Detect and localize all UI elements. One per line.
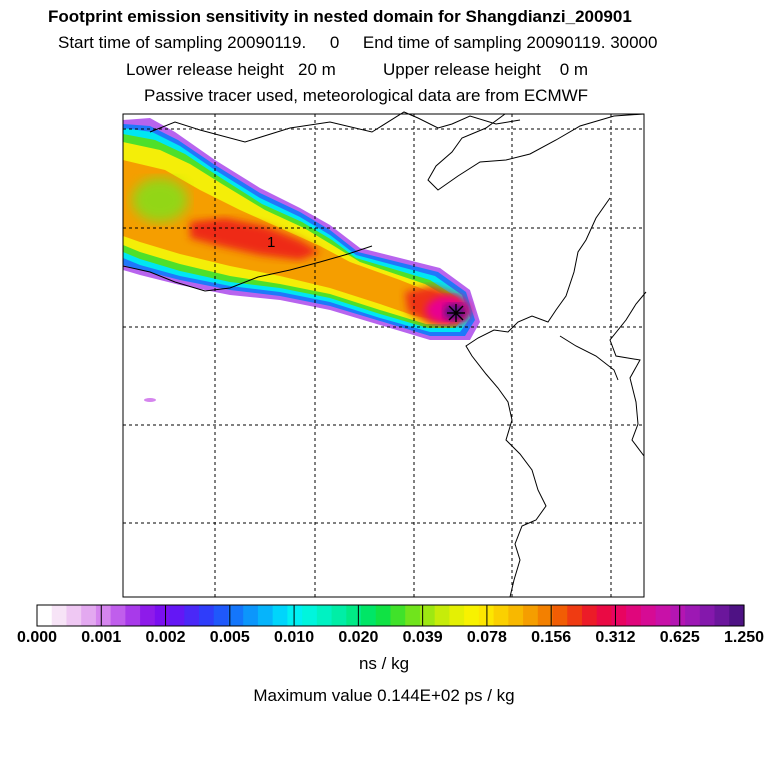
plot-title: Footprint emission sensitivity in nested…: [48, 7, 632, 26]
colorbar-tick-label: 0.625: [659, 629, 700, 646]
plume-field: [123, 118, 480, 402]
colorbar-tick-label: 0.010: [274, 629, 315, 646]
colorbar-tick-label: 0.020: [338, 629, 379, 646]
map-frame: [122, 113, 645, 598]
release-height-line: Lower release height 20 m Upper release …: [126, 60, 589, 79]
colorbar-tick-label: 0.001: [81, 629, 122, 646]
coastline-peninsula: [465, 197, 611, 598]
footprint-map: 1: [122, 111, 647, 598]
coastline: [122, 111, 647, 598]
contour-label: 1: [267, 234, 275, 251]
colorbar-tick-label: 0.002: [145, 629, 186, 646]
colorbar-tick-label: 0.078: [466, 629, 507, 646]
coastline-korea: [609, 291, 647, 457]
plume-purple-speck: [144, 398, 156, 402]
colorbar-tick-label: 0.005: [209, 629, 250, 646]
receptor-star: [447, 304, 465, 322]
coastline-north: [149, 111, 521, 143]
maximum-value: Maximum value 0.144E+02 ps / kg: [253, 686, 515, 705]
colorbar-tick-label: 0.000: [16, 629, 58, 646]
plume-layer-red: [190, 218, 320, 260]
colorbar-tick-label: 0.039: [402, 629, 443, 646]
plume-green-patch: [132, 178, 188, 222]
coastline-shandong: [559, 335, 619, 381]
coastline-northwest: [122, 245, 373, 292]
colorbar-tick-label: 1.250: [723, 629, 765, 646]
sampling-time-line: Start time of sampling 20090119. 0 End t…: [58, 33, 658, 52]
lat-lon-grid: [123, 114, 644, 597]
colorbar-tick-label: 0.312: [595, 629, 636, 646]
colorbar-tick-label: 0.156: [531, 629, 572, 646]
tracer-info-line: Passive tracer used, meteorological data…: [144, 86, 589, 105]
coastline-bohai: [427, 113, 645, 191]
colorbar-units: ns / kg: [358, 654, 410, 673]
